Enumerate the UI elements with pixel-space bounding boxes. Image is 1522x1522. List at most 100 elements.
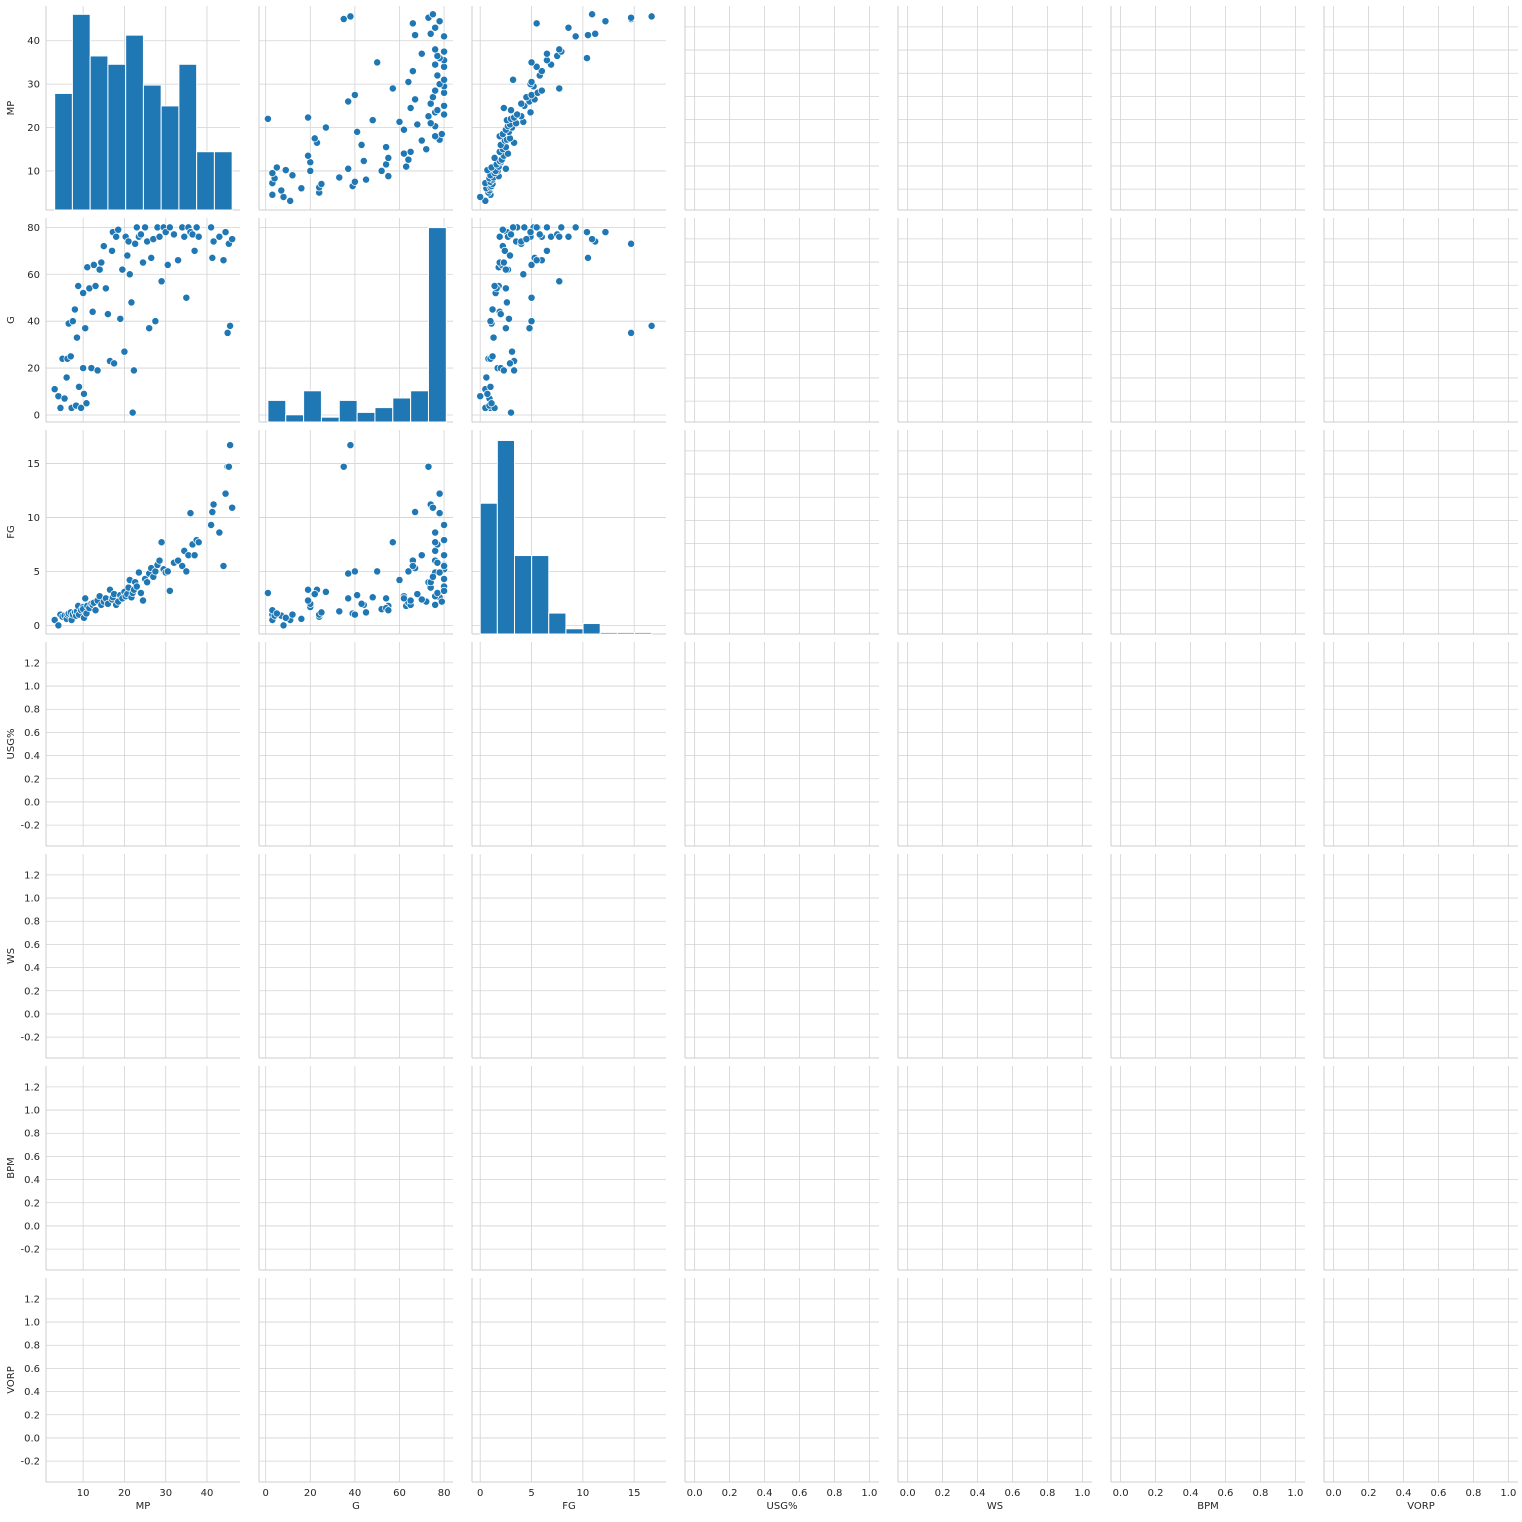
x-tick-label: 0.0 [1113, 1488, 1129, 1499]
panel-ws-vs-vorp [1323, 854, 1518, 1059]
panel-vorp-vs-bpm: 0.0 0.2 0.4 0.6 0.8 1.0 BPM [1110, 1278, 1305, 1512]
scatter-point [79, 289, 88, 297]
scatter-point [413, 120, 422, 129]
y-tick-label: 0 [34, 410, 40, 421]
scatter-point [532, 256, 541, 265]
scatter-point [224, 462, 233, 471]
scatter-point [190, 551, 199, 560]
scatter-point [571, 32, 580, 41]
scatter-point [263, 114, 272, 123]
scatter-point [437, 130, 446, 138]
scatter-point [221, 489, 230, 498]
scatter-point [437, 597, 446, 606]
scatter-point [268, 190, 277, 199]
scatter-point [143, 578, 152, 587]
x-axis-label-g: G [352, 1501, 360, 1512]
scatter-point [507, 230, 515, 239]
scatter-point [399, 149, 408, 158]
y-tick-label: 0.0 [24, 1009, 40, 1020]
scatter-point [505, 314, 513, 323]
scatter-point [131, 239, 140, 248]
scatter-point [304, 113, 313, 122]
scatter-point [431, 86, 440, 95]
scatter-point [190, 246, 199, 255]
scatter-point [402, 162, 411, 171]
scatter-point [373, 58, 382, 67]
scatter-point [165, 586, 174, 595]
y-tick-label: 1.2 [24, 1082, 40, 1093]
scatter-point [555, 232, 564, 241]
scatter-point [506, 134, 514, 143]
scatter-point [207, 223, 216, 232]
scatter-point [174, 256, 183, 265]
y-tick-label: 0.2 [24, 986, 40, 997]
scatter-point [513, 110, 522, 119]
scatter-point [591, 29, 600, 38]
y-tick-label: 0.0 [24, 1433, 40, 1444]
scatter-point [408, 67, 417, 76]
panel-ws-vs-g [258, 854, 453, 1059]
panel-usgpct-vs-ws [897, 642, 1092, 847]
scatter-point [522, 235, 531, 244]
scatter-point [542, 56, 551, 65]
scatter-point [221, 228, 230, 237]
scatter-point [555, 45, 564, 54]
panel-usgpct-vs-mp: -0.2 0.0 0.2 0.4 0.6 0.8 1.0 1.2 USG% [6, 642, 240, 847]
x-tick-label: 0.2 [1148, 1488, 1164, 1499]
scatter-point [508, 347, 516, 356]
scatter-point [417, 136, 426, 145]
scatter-point [54, 621, 63, 630]
scatter-point [304, 151, 313, 160]
histogram-bar-mp [54, 92, 73, 211]
y-tick-label: 0.8 [24, 705, 40, 716]
panel-fg-vs-bpm [1110, 430, 1305, 635]
panel-fg-vs-mp: 0 5 10 15 FG [6, 430, 240, 635]
panel-mp-vs-bpm [1110, 6, 1305, 211]
histogram-bar-mp [125, 34, 144, 211]
scatter-point [488, 352, 497, 361]
scatter-point [114, 225, 123, 234]
histogram-bar-fg [633, 631, 653, 635]
scatter-point [433, 106, 442, 115]
histogram-bar-mp [107, 63, 127, 211]
histogram-bar-g [320, 416, 340, 423]
scatter-point [510, 366, 519, 375]
scatter-point [476, 392, 485, 401]
scatter-point [108, 246, 116, 255]
y-tick-label: 1.0 [24, 1106, 40, 1117]
scatter-point [388, 84, 397, 93]
scatter-point [532, 19, 541, 28]
scatter-point [223, 328, 232, 337]
scatter-point [101, 284, 110, 293]
panel-g-vs-vorp [1323, 218, 1518, 423]
panel-mp-vs-usgpct [684, 6, 879, 211]
scatter-point [147, 253, 156, 262]
scatter-point [499, 258, 508, 267]
scatter-point [542, 223, 551, 232]
scatter-point [373, 567, 382, 576]
panel-mp-vs-vorp [1323, 6, 1518, 211]
scatter-point [123, 251, 132, 260]
scatter-point [132, 223, 141, 232]
y-tick-label: -0.2 [20, 1033, 40, 1044]
histogram-bar-fg [513, 555, 533, 635]
scatter-point [151, 567, 160, 576]
scatter-point [501, 164, 510, 173]
scatter-point [279, 193, 288, 201]
scatter-point [601, 17, 610, 26]
scatter-point [118, 265, 127, 274]
scatter-point [486, 317, 495, 326]
x-tick-label: 0.0 [687, 1488, 703, 1499]
y-tick-label: 0.2 [24, 1410, 40, 1421]
x-tick-label: 0.4 [1183, 1488, 1199, 1499]
scatter-point [335, 173, 344, 182]
y-tick-label: 0.6 [24, 1364, 40, 1375]
y-tick-label: 1.2 [24, 870, 40, 881]
x-tick-label: 0.8 [1039, 1488, 1055, 1499]
scatter-point [431, 528, 440, 537]
scatter-point [272, 609, 281, 618]
scatter-point [268, 169, 277, 178]
scatter-point [163, 567, 172, 576]
scatter-point [297, 184, 306, 193]
